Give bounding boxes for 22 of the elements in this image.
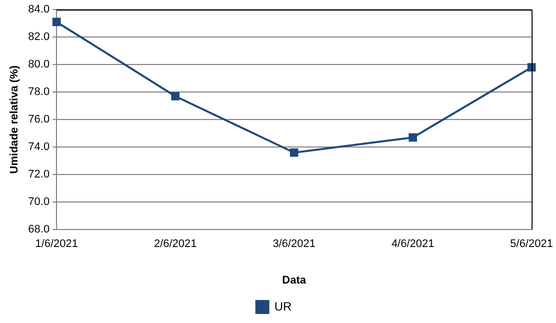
legend-label: UR [274,299,292,314]
x-axis-title: Data [282,274,307,286]
x-tick-label: 1/6/2021 [35,238,78,250]
y-tick-label: 84.0 [28,4,50,16]
y-tick-label: 70.0 [28,196,50,208]
y-tick-label: 68.0 [28,224,50,236]
point [52,18,61,26]
x-tick-label: 4/6/2021 [391,238,434,250]
y-tick-label: 82.0 [28,31,50,44]
point [290,148,298,157]
x-tick-label: 3/6/2021 [272,238,316,250]
y-tick-label: 76.0 [28,114,50,126]
point [171,92,180,100]
y-tick-label: 72.0 [28,168,50,181]
x-tick-label: 5/6/2021 [510,238,554,250]
point [408,133,418,142]
y-axis-title: Umidade relativa (%) [8,65,21,174]
y-tick-label: 80.0 [28,58,50,71]
point [527,63,536,72]
y-tick-label: 74.0 [28,141,50,154]
y-tick-label: 78.0 [28,86,50,98]
x-tick-label: 2/6/2021 [154,238,197,250]
